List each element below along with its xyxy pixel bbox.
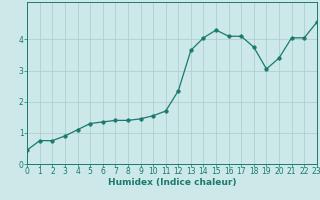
X-axis label: Humidex (Indice chaleur): Humidex (Indice chaleur) — [108, 178, 236, 187]
